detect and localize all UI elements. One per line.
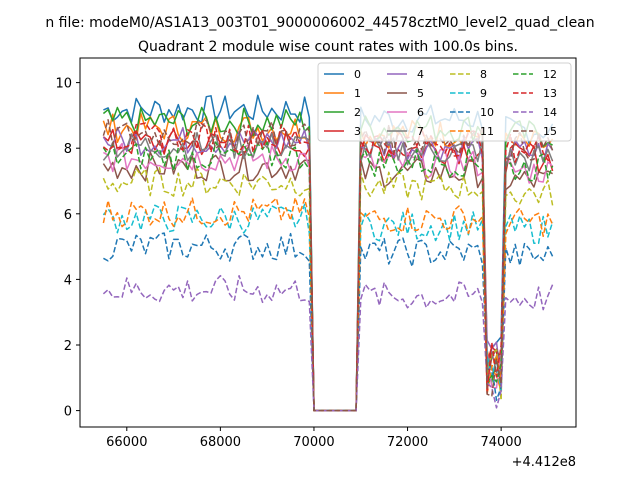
y-tick-label: 8 — [64, 142, 72, 157]
y-tick-label: 0 — [64, 405, 72, 420]
x-tick-label: 70000 — [293, 435, 334, 450]
y-tick-label: 4 — [64, 273, 72, 288]
legend-label-13: 13 — [543, 87, 557, 100]
x-tick-label: 72000 — [387, 435, 428, 450]
legend-label-8: 8 — [480, 68, 487, 81]
y-tick-label: 10 — [55, 77, 72, 92]
x-tick-label: 66000 — [106, 435, 147, 450]
x-tick-label: 74000 — [480, 435, 521, 450]
axes-frame — [79, 57, 577, 428]
x-axis-ticks: 66000 68000 70000 72000 74000 — [106, 427, 522, 450]
y-axis-ticks: 0 2 4 6 8 10 — [55, 77, 80, 420]
series-line-12 — [102, 141, 554, 412]
y-tick-label: 6 — [64, 208, 72, 223]
legend-label-2: 2 — [354, 106, 361, 119]
legend-label-11: 11 — [480, 125, 494, 138]
legend-label-9: 9 — [480, 87, 487, 100]
legend-label-10: 10 — [480, 106, 494, 119]
x-offset-text: +4.412e8 — [512, 455, 576, 470]
legend-label-6: 6 — [417, 106, 424, 119]
legend-label-14: 14 — [543, 106, 557, 119]
legend-label-1: 1 — [354, 87, 361, 100]
legend-frame — [317, 62, 572, 142]
legend-label-3: 3 — [354, 125, 361, 138]
legend-label-7: 7 — [417, 125, 424, 138]
series-line-13 — [102, 122, 553, 412]
series-line-15 — [102, 119, 554, 412]
legend-label-12: 12 — [543, 68, 557, 81]
legend-label-5: 5 — [417, 87, 424, 100]
legend-label-4: 4 — [417, 68, 424, 81]
figure-suptitle: n file: modeM0/AS1A13_003T01_9000006002_… — [45, 15, 594, 31]
series-layer — [102, 94, 554, 412]
x-tick-label: 68000 — [200, 435, 241, 450]
chart-title: Quadrant 2 module wise count rates with … — [138, 39, 518, 55]
legend-label-0: 0 — [354, 68, 361, 81]
legend-label-15: 15 — [543, 125, 557, 138]
y-tick-label: 2 — [64, 339, 72, 354]
